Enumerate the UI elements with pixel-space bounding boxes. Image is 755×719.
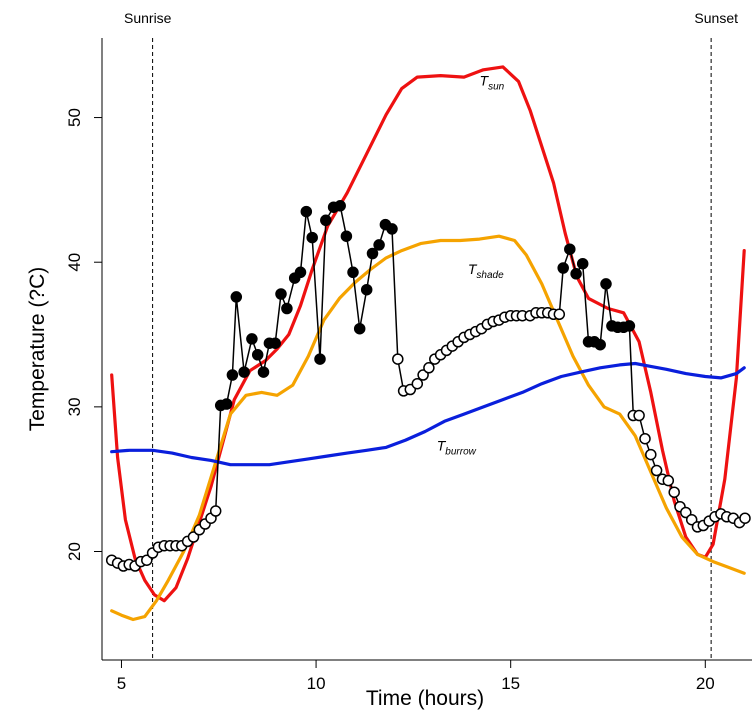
x-tick-label: 5 xyxy=(117,674,126,693)
observed-point-filled xyxy=(373,239,385,251)
observed-point-filled xyxy=(269,337,281,349)
observed-point-filled xyxy=(570,268,582,280)
sunrise-label: Sunrise xyxy=(124,10,172,26)
observed-point-filled xyxy=(220,398,233,410)
observed-point-filled xyxy=(360,283,373,296)
observed-point-open xyxy=(553,308,566,321)
label-sun: Tsun xyxy=(480,73,505,93)
observed-point-open xyxy=(633,409,645,422)
observed-point-filled xyxy=(347,266,359,279)
observed-point-filled xyxy=(576,257,589,270)
observed-point-open xyxy=(411,377,424,390)
observed-point-open xyxy=(650,464,663,477)
observed-point-filled xyxy=(251,349,264,361)
x-tick-label: 20 xyxy=(696,674,715,693)
observed-point-filled xyxy=(623,320,636,332)
label-main: T xyxy=(437,437,447,453)
series-line-shade xyxy=(110,234,746,622)
annotations: Sunrise Sunset xyxy=(124,10,738,660)
sunset-label: Sunset xyxy=(694,10,738,26)
series xyxy=(105,65,751,622)
observed-point-open xyxy=(639,432,651,445)
observed-point-filled xyxy=(275,288,287,300)
observed-point-filled xyxy=(594,338,606,351)
observed-point-filled xyxy=(557,262,569,274)
label-shade: Tshade xyxy=(468,261,504,281)
observed-point-filled xyxy=(238,366,250,378)
observed-point-filled xyxy=(334,200,346,212)
observed-point-filled xyxy=(294,266,307,279)
observed-point-filled xyxy=(340,230,353,242)
observed-point-filled xyxy=(246,333,258,345)
observed-point-filled xyxy=(257,366,270,378)
series-line-sun xyxy=(110,65,746,603)
observed-point-open xyxy=(645,448,657,461)
label-main: T xyxy=(468,261,478,277)
label-subscript: sun xyxy=(488,82,505,93)
label-main: T xyxy=(480,73,490,89)
y-tick-label: 50 xyxy=(65,108,84,127)
observed-point-filled xyxy=(386,223,398,235)
observed-point-filled xyxy=(314,353,326,365)
y-tick-label: 30 xyxy=(65,397,84,416)
x-axis-title: Time (hours) xyxy=(366,687,484,710)
observed-point-filled xyxy=(366,247,379,260)
x-tick-label: 10 xyxy=(307,674,326,693)
observed-point-filled xyxy=(353,322,366,335)
axes xyxy=(101,38,752,661)
series-line-burrow xyxy=(110,361,746,467)
ticks: 5 10 15 20 20 30 40 50 xyxy=(65,108,715,693)
y-axis-title: Temperature (?C) xyxy=(26,267,49,432)
x-tick-label: 15 xyxy=(501,674,520,693)
observed-point-open xyxy=(680,506,692,519)
label-subscript: shade xyxy=(476,270,504,281)
y-tick-label: 20 xyxy=(65,542,84,561)
observed-point-open xyxy=(739,512,751,524)
observed-point-filled xyxy=(281,302,293,315)
observed-point-filled xyxy=(306,231,318,244)
observed-point-open xyxy=(423,362,435,374)
observed-point-filled xyxy=(320,214,332,227)
observed-point-open xyxy=(392,353,404,365)
observed-point-filled xyxy=(564,243,576,255)
observed-point-open xyxy=(209,505,222,517)
y-tick-label: 40 xyxy=(65,253,84,272)
observed-point-filled xyxy=(226,369,239,381)
observed-point-filled xyxy=(300,205,313,218)
observed-point-open xyxy=(662,474,675,487)
observed-point-filled xyxy=(230,291,243,303)
observed-point-filled xyxy=(600,278,612,290)
label-burrow: Tburrow xyxy=(437,437,477,457)
observed-point-open xyxy=(668,486,680,498)
label-subscript: burrow xyxy=(445,446,476,457)
